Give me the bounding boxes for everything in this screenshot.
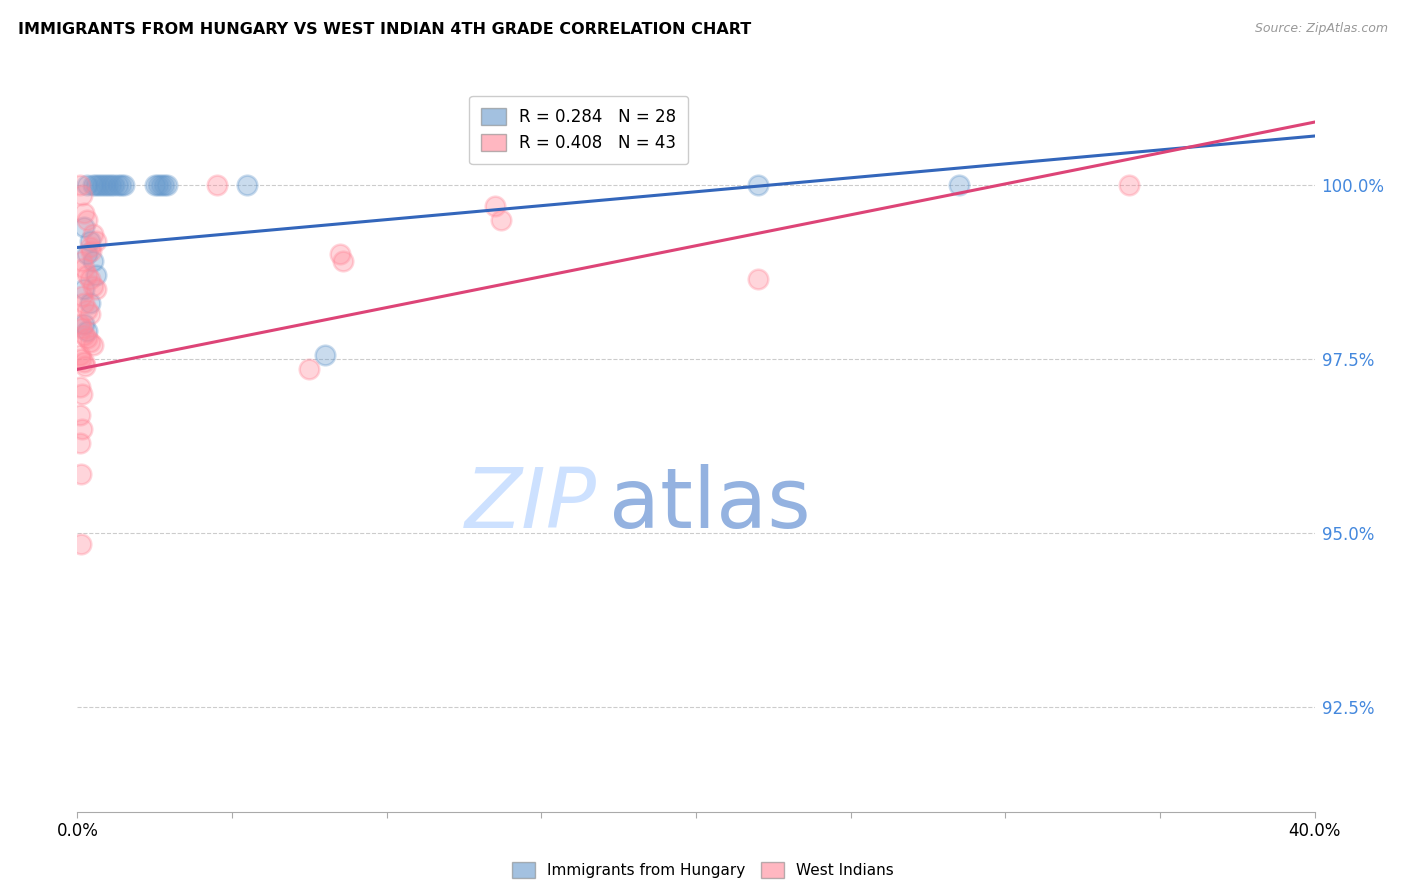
Point [75,359,96,373]
Point [747,272,769,286]
Point [70,351,93,366]
Point [70,536,93,550]
Point [329,247,352,261]
Point [72,355,94,369]
Point [84,234,107,248]
Point [747,178,769,192]
Point [70,421,93,435]
Point [79,240,101,254]
Point [110,178,132,192]
Point [72,317,94,331]
Point [948,178,970,192]
Point [70,289,93,303]
Point [205,178,228,192]
Point [76,212,98,227]
Point [72,205,94,219]
Point [70,386,93,401]
Point [97,178,120,192]
Legend: R = 0.284   N = 28, R = 0.408   N = 43: R = 0.284 N = 28, R = 0.408 N = 43 [470,96,688,164]
Point [489,212,512,227]
Point [82,254,104,268]
Point [82,338,104,352]
Point [69,408,91,422]
Point [94,178,117,192]
Point [100,178,122,192]
Point [72,261,94,276]
Point [84,178,107,192]
Point [143,178,166,192]
Point [79,234,101,248]
Point [70,320,93,334]
Legend: Immigrants from Hungary, West Indians: Immigrants from Hungary, West Indians [506,856,900,884]
Point [80,244,103,258]
Text: Source: ZipAtlas.com: Source: ZipAtlas.com [1254,22,1388,36]
Text: atlas: atlas [609,464,811,545]
Point [112,178,135,192]
Point [70,254,93,268]
Point [72,219,94,234]
Point [72,282,94,296]
Point [69,380,91,394]
Point [79,296,101,310]
Point [87,178,110,192]
Point [146,178,169,192]
Point [103,178,125,192]
Point [76,331,98,345]
Point [298,362,321,376]
Point [153,178,176,192]
Point [76,324,98,338]
Point [76,268,98,283]
Point [91,178,114,192]
Point [79,334,101,349]
Point [82,278,104,293]
Point [70,467,93,481]
Point [79,272,101,286]
Point [314,348,336,362]
Point [107,178,129,192]
Point [76,303,98,318]
Point [76,247,98,261]
Text: ZIP: ZIP [465,464,598,545]
Point [69,435,91,450]
Point [1118,178,1140,192]
Point [484,199,506,213]
Point [72,296,94,310]
Point [84,268,107,283]
Point [236,178,259,192]
Point [332,254,354,268]
Point [69,348,91,362]
Point [82,178,104,192]
Point [82,227,104,241]
Point [84,282,107,296]
Point [76,178,98,192]
Text: IMMIGRANTS FROM HUNGARY VS WEST INDIAN 4TH GRADE CORRELATION CHART: IMMIGRANTS FROM HUNGARY VS WEST INDIAN 4… [18,22,752,37]
Point [69,178,91,192]
Point [149,178,172,192]
Point [79,307,101,321]
Point [70,188,93,202]
Point [72,327,94,342]
Point [156,178,179,192]
Point [69,317,91,331]
